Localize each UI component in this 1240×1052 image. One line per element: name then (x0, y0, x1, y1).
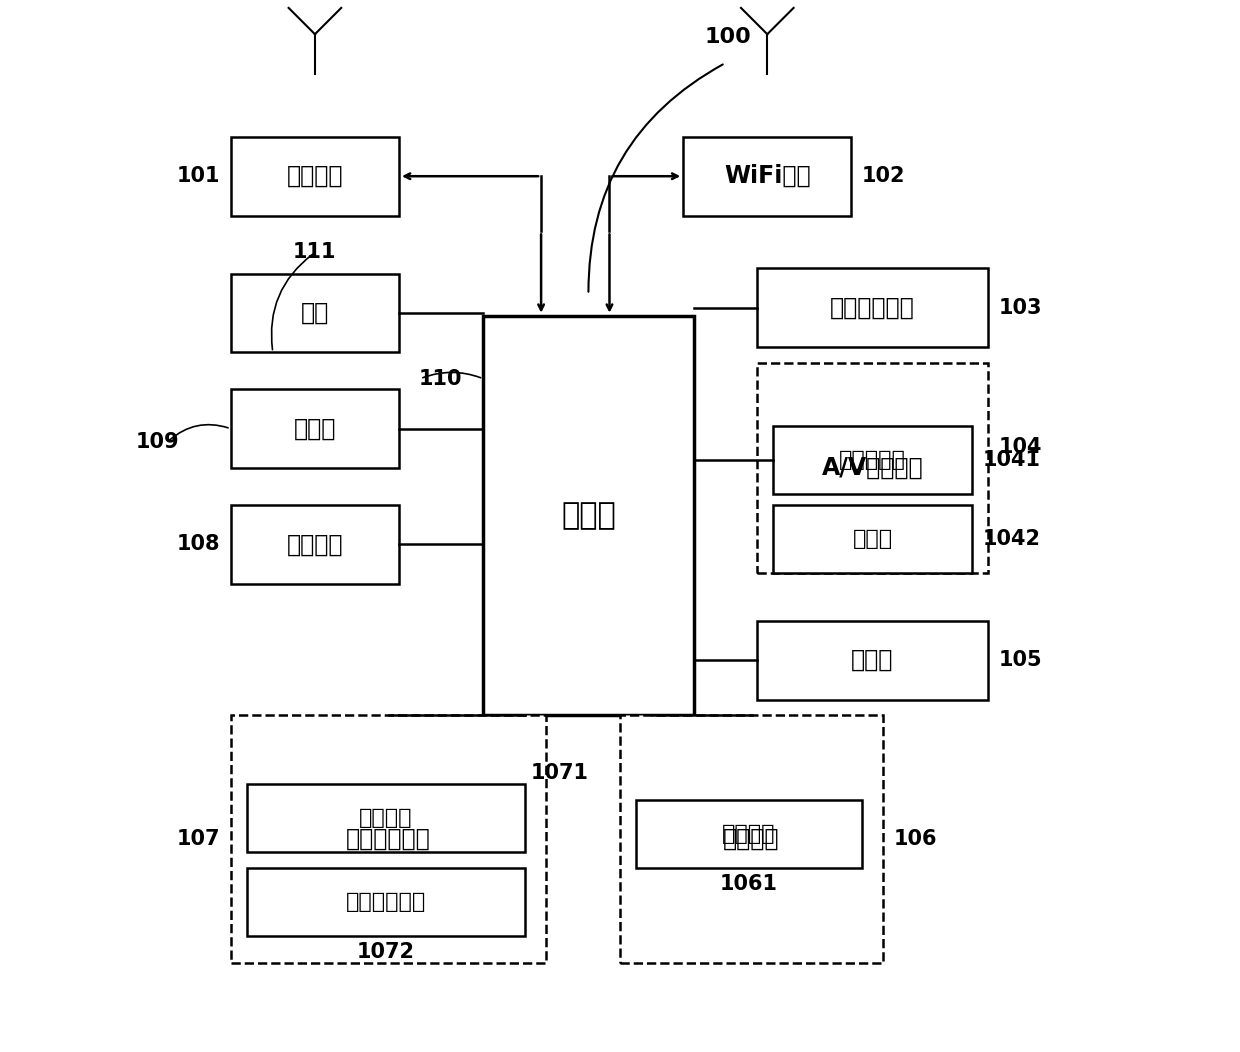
Text: 其他输入设备: 其他输入设备 (346, 892, 427, 912)
Text: 射频单元: 射频单元 (286, 164, 343, 188)
Text: 109: 109 (136, 431, 180, 452)
Text: 101: 101 (177, 166, 221, 186)
Text: WiFi模块: WiFi模块 (724, 164, 811, 188)
FancyBboxPatch shape (231, 389, 399, 468)
FancyBboxPatch shape (247, 784, 526, 852)
Text: 106: 106 (894, 829, 937, 849)
Text: 103: 103 (998, 298, 1042, 318)
FancyBboxPatch shape (683, 137, 852, 216)
Text: 1072: 1072 (357, 942, 415, 963)
Text: 图形处理器: 图形处理器 (839, 450, 906, 470)
Text: 传感器: 传感器 (852, 648, 894, 672)
FancyBboxPatch shape (231, 505, 399, 584)
Text: 1071: 1071 (531, 763, 589, 784)
Text: 存储器: 存储器 (294, 417, 336, 441)
FancyBboxPatch shape (773, 426, 972, 494)
Text: 1041: 1041 (983, 450, 1040, 470)
FancyBboxPatch shape (756, 363, 988, 573)
Text: 111: 111 (293, 242, 337, 263)
FancyBboxPatch shape (231, 274, 399, 352)
Text: 110: 110 (419, 368, 463, 389)
Text: A/V输入单元: A/V输入单元 (822, 457, 924, 480)
Text: 显示面板: 显示面板 (722, 824, 776, 844)
Text: 104: 104 (998, 437, 1042, 458)
Text: 处理器: 处理器 (560, 501, 616, 530)
Text: 显示单元: 显示单元 (723, 827, 780, 851)
Text: 107: 107 (177, 829, 221, 849)
FancyBboxPatch shape (484, 316, 693, 715)
Text: 102: 102 (862, 166, 905, 186)
Text: 100: 100 (704, 26, 751, 47)
FancyBboxPatch shape (756, 268, 988, 347)
Text: 触控面板: 触控面板 (360, 808, 413, 828)
Text: 105: 105 (998, 650, 1043, 670)
FancyBboxPatch shape (756, 621, 988, 700)
FancyBboxPatch shape (231, 715, 547, 963)
FancyBboxPatch shape (247, 868, 526, 936)
Text: 用户输入单元: 用户输入单元 (346, 827, 432, 851)
Text: 108: 108 (177, 534, 221, 554)
FancyBboxPatch shape (620, 715, 883, 963)
Text: 1042: 1042 (983, 529, 1040, 549)
Text: 音频输出单元: 音频输出单元 (830, 296, 915, 320)
FancyBboxPatch shape (231, 137, 399, 216)
FancyBboxPatch shape (636, 800, 862, 868)
Text: 麦克风: 麦克风 (852, 529, 893, 549)
Text: 电源: 电源 (301, 301, 329, 325)
FancyBboxPatch shape (773, 505, 972, 573)
Text: 1061: 1061 (720, 873, 777, 894)
Text: 接口单元: 接口单元 (286, 532, 343, 557)
